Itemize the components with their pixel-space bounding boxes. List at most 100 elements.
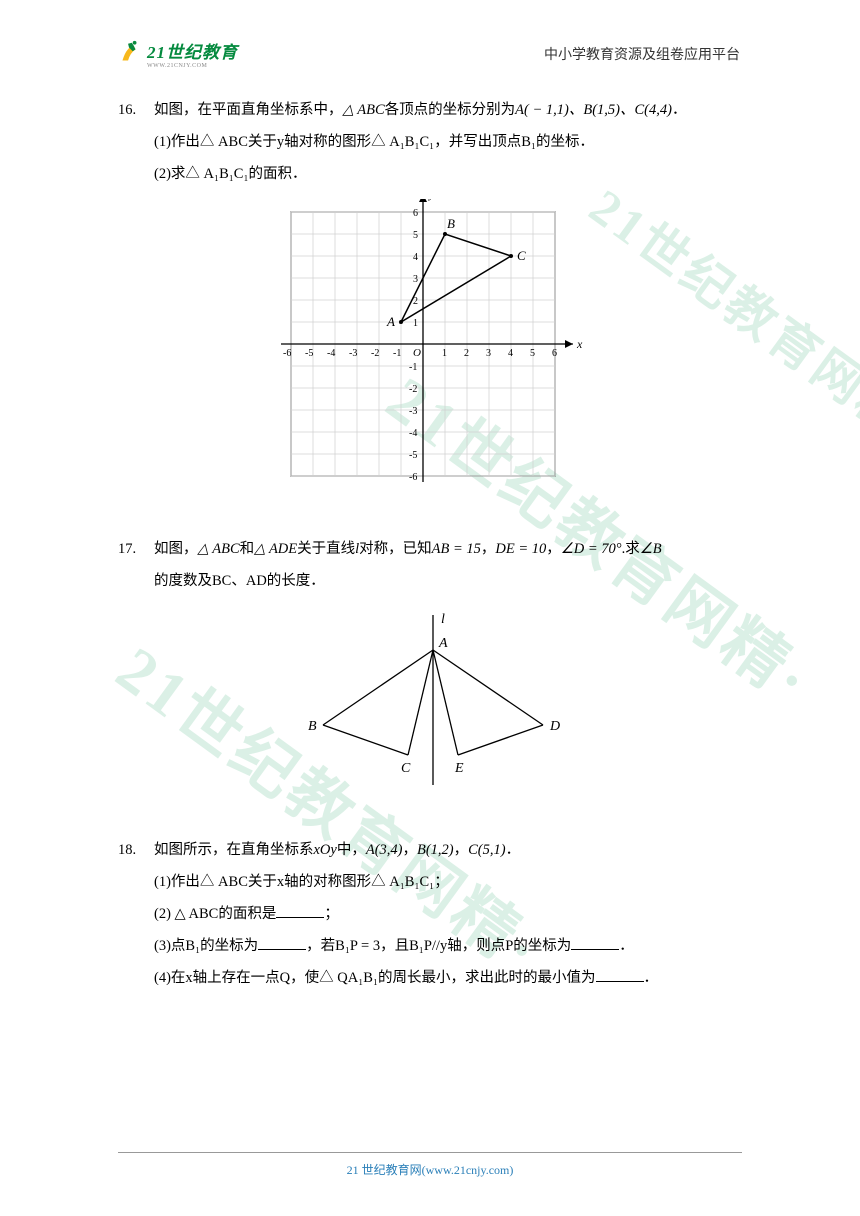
- svg-text:1: 1: [442, 348, 447, 359]
- page-footer: 21 世纪教育网(www.21cnjy.com): [118, 1152, 742, 1178]
- problem-number: 16.: [118, 95, 154, 127]
- logo: 21世纪教育 WWW.21CNJY.COM: [115, 38, 238, 69]
- math: △ QA₁B₁: [319, 970, 378, 986]
- math: △ ADE: [254, 541, 297, 557]
- math: ∠B: [640, 541, 662, 557]
- label-D: D: [549, 719, 560, 734]
- math: xOy: [314, 842, 337, 858]
- math: B(1,2): [417, 842, 454, 858]
- page-header: 21世纪教育 WWW.21CNJY.COM 中小学教育资源及组卷应用平台: [0, 38, 860, 69]
- text: 关于: [248, 874, 277, 890]
- text: 的长度．: [267, 573, 325, 589]
- label-l: l: [441, 612, 445, 627]
- problem-number: 17.: [118, 534, 154, 566]
- svg-text:-2: -2: [409, 384, 417, 395]
- svg-text:-1: -1: [393, 348, 401, 359]
- svg-text:4: 4: [508, 348, 513, 359]
- problem-16: 16. 如图，在平面直角坐标系中， △ ABC 各顶点的坐标分别为A( − 1,1)…: [118, 95, 748, 494]
- footer-url: www.21cnjy.com: [426, 1163, 510, 1177]
- text: .求: [622, 541, 640, 557]
- text: ．: [672, 102, 687, 118]
- svg-text:-5: -5: [409, 450, 417, 461]
- svg-text:5: 5: [413, 230, 418, 241]
- problem-subline: (1)作出△ ABC关于x轴的对称图形△ A₁B₁C₁；: [118, 867, 748, 899]
- math: B₁: [185, 938, 200, 954]
- problem-text: 如图，△ ABC和△ ADE关于直线l对称，已知AB = 15，DE = 10，…: [154, 534, 748, 566]
- blank-input[interactable]: [276, 904, 324, 919]
- math: A(3,4): [366, 842, 403, 858]
- svg-text:6: 6: [413, 208, 418, 219]
- problem-number: 18.: [118, 835, 154, 867]
- text: ；: [434, 874, 449, 890]
- math: △ A₁B₁C₁: [185, 166, 248, 182]
- svg-text:y: y: [428, 199, 435, 201]
- figure-16: xyO-6-5-4-3-2-1123456123456-1-2-3-4-5-6A…: [118, 199, 748, 494]
- text: 的面积是: [218, 906, 276, 922]
- math: △ ABC: [200, 134, 248, 150]
- svg-text:5: 5: [530, 348, 535, 359]
- problem-18: 18. 如图所示，在直角坐标系xOy中，A(3,4)，B(1,2)，C(5,1)…: [118, 835, 748, 994]
- svg-text:6: 6: [552, 348, 557, 359]
- blank-input[interactable]: [258, 936, 306, 951]
- text: ．: [619, 938, 634, 954]
- svg-text:-3: -3: [349, 348, 357, 359]
- text: (4)在: [154, 970, 185, 986]
- text: ．: [644, 970, 659, 986]
- symmetry-figure: l A B C E D: [293, 605, 573, 790]
- svg-text:-2: -2: [371, 348, 379, 359]
- text: 如图，在平面直角坐标系中，: [154, 102, 343, 118]
- math: △ A₁B₁C₁: [371, 134, 434, 150]
- header-subtitle: 中小学教育资源及组卷应用平台: [544, 44, 740, 64]
- math: B₁P//y: [409, 938, 447, 954]
- svg-text:-6: -6: [283, 348, 291, 359]
- svg-text:-5: -5: [305, 348, 313, 359]
- svg-text:1: 1: [413, 318, 418, 329]
- blank-input[interactable]: [596, 968, 644, 983]
- text: (1)作出: [154, 134, 200, 150]
- svg-text:A: A: [386, 314, 395, 329]
- text: ，: [454, 842, 469, 858]
- text: 对称，已知: [359, 541, 432, 557]
- svg-text:C: C: [517, 248, 526, 263]
- text: ，并写出顶点: [434, 134, 521, 150]
- math: BC、AD: [212, 573, 267, 589]
- math: Q: [280, 970, 290, 986]
- problem-subline: 的度数及BC、AD的长度．: [118, 566, 748, 598]
- text: ，: [481, 541, 496, 557]
- text: 如图所示，在直角坐标系: [154, 842, 314, 858]
- math: AB = 15: [432, 541, 481, 557]
- problem-text: 如图所示，在直角坐标系xOy中，A(3,4)，B(1,2)，C(5,1)．: [154, 835, 748, 867]
- problem-subline: (1)作出△ ABC关于y轴对称的图形△ A₁B₁C₁，并写出顶点B₁的坐标．: [118, 127, 748, 159]
- svg-text:B: B: [447, 216, 455, 231]
- svg-text:3: 3: [413, 274, 418, 285]
- problem-subline: (2) △ ABC的面积是；: [118, 899, 748, 931]
- text: (3)点: [154, 938, 185, 954]
- math: △ ABC: [175, 906, 219, 922]
- svg-text:4: 4: [413, 252, 418, 263]
- text: ，若: [306, 938, 335, 954]
- text: 和: [240, 541, 255, 557]
- math: △ A₁B₁C₁: [371, 874, 434, 890]
- text: 的面积．: [249, 166, 307, 182]
- footer-text: 21 世纪教育网(: [347, 1163, 426, 1177]
- text: 的周长最小，求出此时的最小值为: [378, 970, 596, 986]
- problem-subline: (2)求△ A₁B₁C₁的面积．: [118, 159, 748, 191]
- math: △ ABC: [200, 874, 248, 890]
- text: (2)求: [154, 166, 185, 182]
- svg-text:2: 2: [464, 348, 469, 359]
- text: (2): [154, 906, 175, 922]
- text: 关于: [248, 134, 277, 150]
- blank-input[interactable]: [571, 936, 619, 951]
- text: 各顶点的坐标分别为: [385, 102, 516, 118]
- text: ，: [546, 541, 561, 557]
- svg-text:O: O: [413, 347, 421, 359]
- math: ∠D = 70°: [561, 541, 622, 557]
- math: A( − 1,1)、B(1,5)、C(4,4): [515, 102, 672, 118]
- problem-subline: (3)点B₁的坐标为，若B₁P = 3，且B₁P//y轴，则点P的坐标为．: [118, 931, 748, 963]
- svg-text:-4: -4: [409, 428, 417, 439]
- coord-grid-figure: xyO-6-5-4-3-2-1123456123456-1-2-3-4-5-6A…: [253, 199, 613, 489]
- text: ．: [506, 842, 521, 858]
- svg-text:-3: -3: [409, 406, 417, 417]
- text: 中，: [337, 842, 366, 858]
- text: ，使: [290, 970, 319, 986]
